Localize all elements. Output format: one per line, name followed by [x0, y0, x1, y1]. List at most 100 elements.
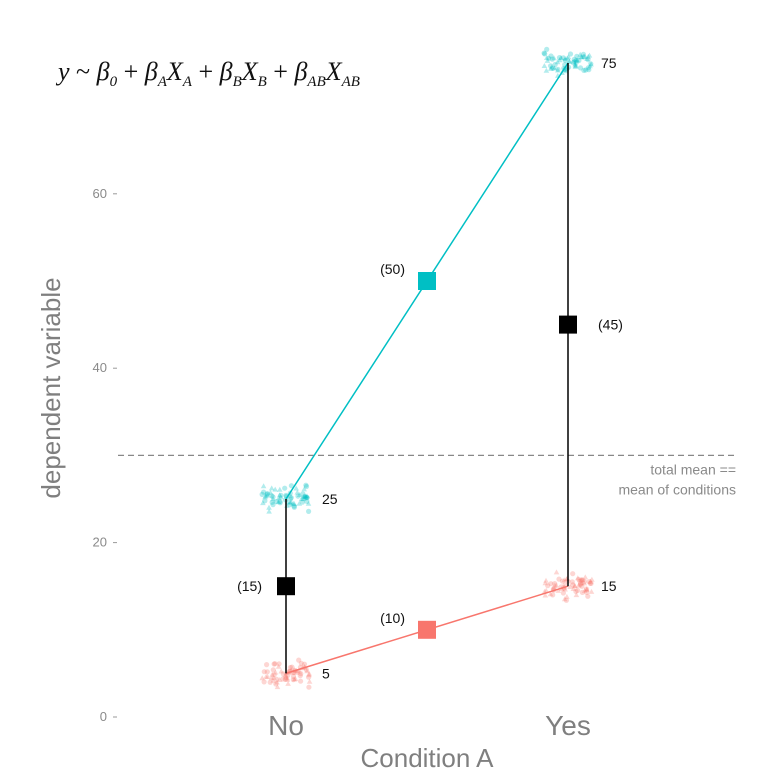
- jitter-point: [287, 499, 293, 505]
- jitter-point: [292, 676, 299, 682]
- jitter-point: [586, 67, 592, 73]
- jitter-point: [290, 669, 296, 675]
- jitter-point: [579, 577, 585, 582]
- y-tick-label: 60: [93, 186, 107, 201]
- jitter-point: [288, 483, 294, 489]
- jitter-point: [581, 580, 588, 586]
- jitter-point: [261, 669, 267, 675]
- jitter-point: [304, 494, 310, 500]
- jitter-point: [304, 498, 310, 504]
- jitter-point: [573, 592, 580, 598]
- jitter-point: [270, 496, 276, 502]
- jitter-point: [562, 56, 568, 62]
- jitter-point: [579, 54, 585, 60]
- jitter-point: [270, 677, 276, 683]
- jitter-point: [290, 500, 296, 506]
- jitter-point: [587, 580, 593, 586]
- jitter-point: [570, 582, 576, 588]
- jitter-point: [302, 495, 308, 501]
- jitter-point: [555, 587, 562, 593]
- jitter-point: [585, 53, 591, 59]
- jitter-point: [276, 677, 283, 682]
- jitter-point: [264, 662, 270, 668]
- jitter-point: [543, 67, 550, 73]
- jitter-point: [306, 508, 312, 514]
- jitter-point: [266, 504, 272, 510]
- jitter-point: [570, 571, 576, 577]
- midpoint-markers: [277, 272, 577, 639]
- jitter-point: [282, 672, 289, 677]
- jitter-point: [303, 493, 309, 499]
- jitter-point: [580, 51, 587, 57]
- jitter-point: [300, 496, 306, 501]
- jitter-point: [573, 63, 579, 69]
- jitter-point: [587, 63, 593, 69]
- jitter-point: [296, 500, 303, 506]
- value-label: 25: [322, 491, 338, 507]
- jitter-point: [585, 57, 591, 63]
- jitter-point: [291, 501, 298, 506]
- jitter-point: [551, 55, 557, 61]
- jitter-point: [574, 57, 580, 63]
- jitter-point: [305, 500, 312, 506]
- jitter-point: [306, 672, 312, 678]
- jitter-point: [544, 57, 551, 63]
- jitter-point: [566, 58, 573, 64]
- jitter-point: [565, 54, 572, 60]
- jitter-point: [282, 485, 288, 491]
- jitter-point: [571, 59, 577, 65]
- jitter-point: [273, 681, 279, 687]
- midpoint-square: [418, 272, 436, 290]
- jitter-point: [581, 53, 587, 59]
- jitter-point: [548, 65, 554, 71]
- jitter-point: [270, 502, 276, 508]
- jitter-point: [271, 672, 277, 678]
- jitter-point: [306, 684, 312, 690]
- jitter-point: [558, 55, 564, 60]
- jitter-point: [271, 661, 277, 667]
- jitter-point: [268, 485, 275, 491]
- jitter-point: [306, 678, 313, 684]
- jitter-point: [284, 675, 291, 681]
- jitter-point: [277, 500, 283, 506]
- jitter-point: [586, 52, 593, 58]
- jitter-point: [288, 499, 294, 505]
- jitter-point: [572, 583, 578, 589]
- jitter-point: [581, 579, 588, 585]
- jitter-point: [282, 676, 288, 683]
- jitter-point: [302, 494, 308, 500]
- jitter-point: [270, 667, 276, 673]
- x-tick-label: No: [268, 710, 304, 741]
- jitter-point: [267, 489, 274, 495]
- jitter-point: [572, 62, 578, 68]
- jitter-point: [269, 671, 275, 677]
- jitter-point: [581, 54, 587, 60]
- jitter-point: [554, 59, 561, 65]
- jitter-point: [577, 578, 583, 584]
- jitter-point: [564, 55, 571, 61]
- jitter-point: [542, 580, 549, 586]
- jitter-point: [579, 589, 586, 596]
- jitter-point: [544, 46, 550, 53]
- jitter-point: [298, 496, 305, 502]
- jitter-point: [575, 587, 581, 594]
- jitter-point: [300, 491, 306, 497]
- jitter-point: [541, 50, 547, 56]
- jitter-point: [586, 579, 592, 585]
- jitter-point: [545, 583, 551, 589]
- jitter-point: [282, 673, 289, 679]
- jitter-point: [556, 55, 563, 61]
- midpoint-label: (10): [380, 610, 405, 626]
- jitter-point: [275, 499, 282, 505]
- jitter-point: [555, 66, 561, 72]
- jitter-point: [273, 498, 279, 505]
- jitter-point: [584, 56, 590, 61]
- jitter-point: [262, 494, 268, 500]
- jitter-point: [589, 576, 595, 582]
- jitter-point: [588, 61, 594, 67]
- x-axis-title: Condition A: [361, 743, 495, 773]
- jitter-point: [274, 676, 280, 682]
- value-label: 75: [601, 55, 617, 71]
- jitter-point: [287, 502, 293, 508]
- jitter-point: [264, 492, 271, 498]
